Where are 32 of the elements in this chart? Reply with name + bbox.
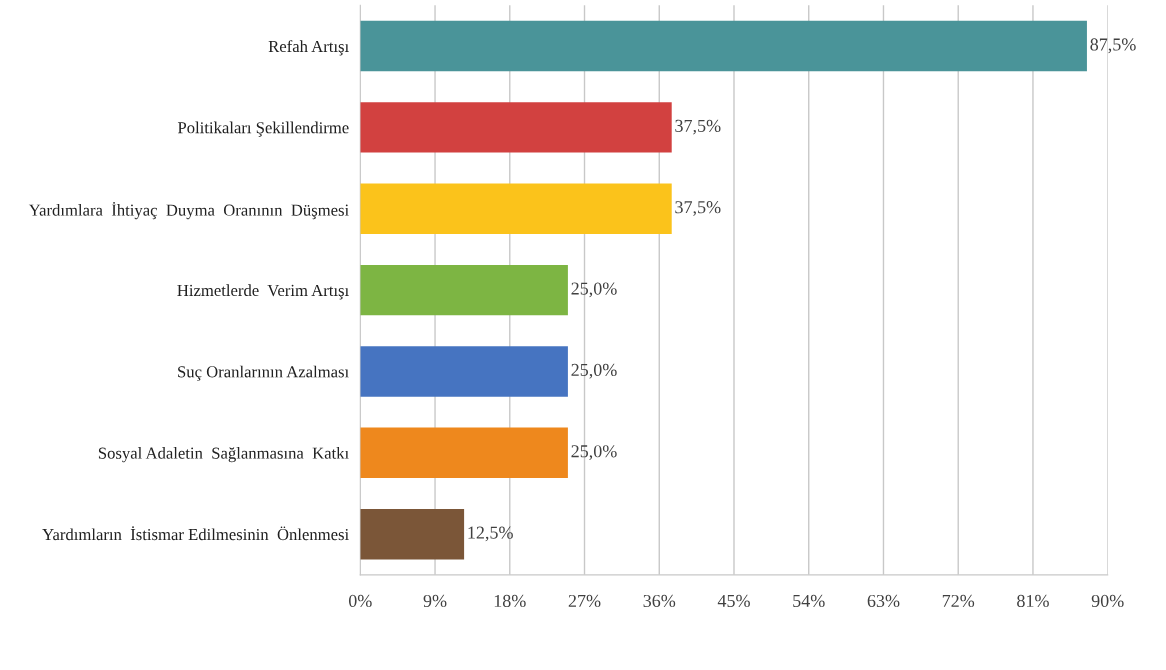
data-label: 25,0% bbox=[571, 445, 617, 460]
y-tick-label: Suç Oranlarının Azalması bbox=[178, 365, 349, 381]
x-tick-label: 27% bbox=[568, 594, 601, 608]
x-tick-label: 90% bbox=[1091, 594, 1124, 608]
bar bbox=[360, 427, 568, 479]
bar bbox=[360, 183, 672, 234]
data-label: 87,5% bbox=[1090, 38, 1136, 54]
x-tick-label: 72% bbox=[942, 594, 975, 608]
data-label: 37,5% bbox=[675, 201, 721, 216]
bar bbox=[360, 20, 1087, 72]
x-tick-label: 36% bbox=[643, 594, 676, 608]
x-tick-label: 18% bbox=[494, 594, 526, 608]
y-tick-label: Hizmetlerde Verim Artışı bbox=[177, 284, 349, 300]
x-tick-label: 63% bbox=[867, 594, 900, 608]
data-label: 37,5% bbox=[675, 119, 721, 135]
x-tick-label: 81% bbox=[1017, 594, 1049, 608]
bar bbox=[360, 508, 465, 560]
x-tick-label: 45% bbox=[717, 594, 750, 608]
data-label: 25,0% bbox=[571, 363, 617, 379]
bar bbox=[360, 102, 672, 153]
y-tick-label: Politikaları Şekillendirme bbox=[177, 121, 349, 137]
y-tick-label: Sosyal Adaletin Sağlanmasına Katkı bbox=[98, 447, 349, 463]
data-label: 12,5% bbox=[468, 526, 513, 542]
bar bbox=[360, 264, 568, 316]
x-tick-label: 9% bbox=[423, 594, 447, 608]
x-tick-label: 0% bbox=[348, 594, 372, 608]
data-label: 25,0% bbox=[571, 282, 617, 298]
y-tick-label: Refah Artışı bbox=[268, 40, 349, 56]
y-tick-label: Yardımlara İhtiyaç Duyma Oranının Düşmesi bbox=[28, 201, 349, 220]
x-tick-label: 54% bbox=[793, 594, 825, 608]
y-tick-label: Yardımların İstismar Edilmesinin Önlenmesi bbox=[42, 526, 349, 541]
bar bbox=[360, 346, 568, 397]
